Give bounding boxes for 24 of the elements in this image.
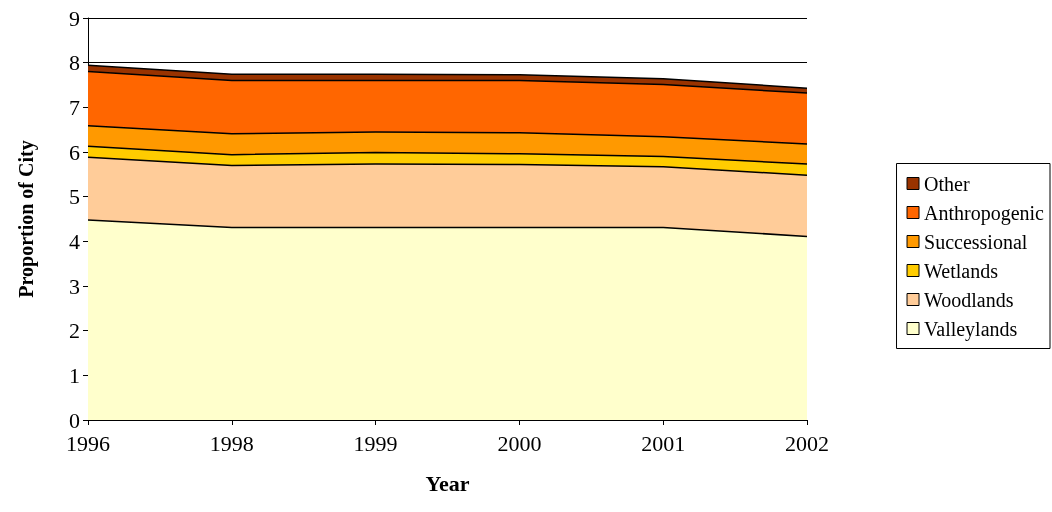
legend-label: Successional xyxy=(924,230,1028,253)
y-tick-label: 3 xyxy=(69,273,80,299)
y-tick-label: 7 xyxy=(69,94,80,120)
x-axis-title: Year xyxy=(425,470,470,496)
legend-label: Valleylands xyxy=(924,317,1018,341)
y-tick-label: 0 xyxy=(69,407,80,433)
x-tick-label: 2001 xyxy=(641,430,686,456)
y-tick-label: 2 xyxy=(69,318,80,344)
y-tick-label: 5 xyxy=(69,184,80,210)
y-tick-label: 1 xyxy=(69,362,80,388)
y-tick-label: 4 xyxy=(69,228,80,254)
legend-label: Other xyxy=(924,172,970,195)
x-tick-label: 1998 xyxy=(209,430,254,456)
y-axis-title: Proportion of City xyxy=(15,140,38,298)
legend-label: Wetlands xyxy=(924,259,999,282)
y-tick-label: 9 xyxy=(69,5,80,31)
x-tick-label: 1996 xyxy=(66,430,110,456)
legend-label: Anthropogenic xyxy=(924,201,1045,225)
legend-label: Woodlands xyxy=(924,288,1014,311)
x-tick-label: 2000 xyxy=(497,430,542,456)
x-tick-label: 1999 xyxy=(353,430,398,456)
y-tick-label: 6 xyxy=(69,139,80,165)
x-tick-label: 2002 xyxy=(785,430,829,456)
y-tick-label: 8 xyxy=(69,50,80,76)
